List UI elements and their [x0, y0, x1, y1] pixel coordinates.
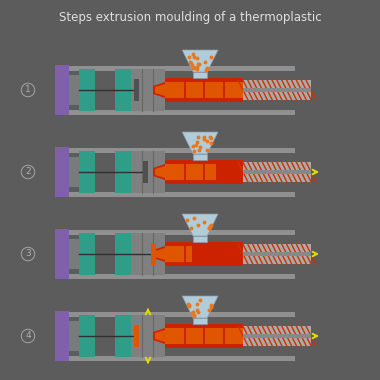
Bar	[55, 230, 295, 235]
Bar	[55, 148, 295, 153]
Polygon shape	[155, 166, 165, 178]
Polygon shape	[155, 248, 165, 260]
Bar	[55, 65, 69, 115]
Bar	[193, 72, 207, 78]
Polygon shape	[182, 214, 218, 236]
Polygon shape	[155, 84, 165, 96]
Bar	[69, 157, 79, 187]
Bar	[243, 80, 311, 100]
Bar	[115, 233, 131, 275]
Polygon shape	[182, 50, 218, 72]
Text: 3: 3	[25, 250, 31, 258]
Bar	[165, 246, 192, 262]
Bar	[184, 78, 185, 102]
Bar	[115, 151, 131, 193]
Bar	[142, 161, 147, 183]
Bar	[243, 244, 311, 264]
Bar	[55, 147, 69, 197]
Bar	[203, 324, 205, 348]
Bar	[134, 79, 139, 101]
Bar	[55, 229, 69, 279]
Bar	[203, 242, 205, 266]
Bar	[193, 318, 207, 324]
Bar	[79, 315, 95, 357]
Bar	[55, 110, 295, 115]
Bar	[165, 82, 243, 98]
Polygon shape	[153, 328, 165, 344]
Bar	[165, 164, 216, 180]
Bar	[165, 78, 243, 102]
Text: 4: 4	[25, 331, 31, 340]
Bar	[193, 154, 207, 160]
Bar	[69, 321, 79, 351]
Polygon shape	[182, 132, 218, 154]
Text: 1: 1	[25, 86, 31, 95]
Bar	[223, 78, 225, 102]
Polygon shape	[153, 164, 165, 180]
Bar	[203, 160, 205, 184]
Bar	[55, 274, 295, 279]
Bar	[69, 75, 79, 105]
Bar	[223, 242, 225, 266]
Bar	[131, 233, 165, 275]
Bar	[243, 252, 311, 256]
Bar	[79, 69, 95, 111]
Polygon shape	[153, 82, 165, 98]
Bar	[184, 324, 185, 348]
Bar	[79, 151, 95, 193]
Bar	[223, 160, 225, 184]
Text: 2: 2	[25, 168, 31, 176]
Bar	[165, 324, 243, 348]
Polygon shape	[155, 330, 165, 342]
Bar	[243, 170, 311, 174]
Bar	[115, 69, 131, 111]
Bar	[55, 311, 69, 361]
Bar	[223, 324, 225, 348]
Bar	[131, 151, 165, 193]
Bar	[165, 242, 243, 266]
Bar	[243, 326, 311, 346]
Bar	[203, 78, 205, 102]
Bar	[165, 328, 243, 344]
Bar	[131, 315, 165, 357]
Bar	[134, 325, 139, 347]
Bar	[131, 69, 165, 111]
Text: Steps extrusion moulding of a thermoplastic: Steps extrusion moulding of a thermoplas…	[59, 11, 321, 24]
Bar	[151, 243, 156, 265]
Bar	[79, 233, 95, 275]
Bar	[69, 239, 79, 269]
Bar	[55, 192, 295, 197]
Bar	[55, 66, 295, 71]
Bar	[55, 356, 295, 361]
Bar	[193, 236, 207, 242]
Polygon shape	[182, 296, 218, 318]
Bar	[243, 88, 311, 92]
Polygon shape	[153, 246, 165, 262]
Bar	[184, 160, 185, 184]
Bar	[243, 334, 311, 338]
Bar	[165, 160, 243, 184]
Bar	[243, 162, 311, 182]
Bar	[55, 312, 295, 317]
Bar	[115, 315, 131, 357]
Bar	[184, 242, 185, 266]
